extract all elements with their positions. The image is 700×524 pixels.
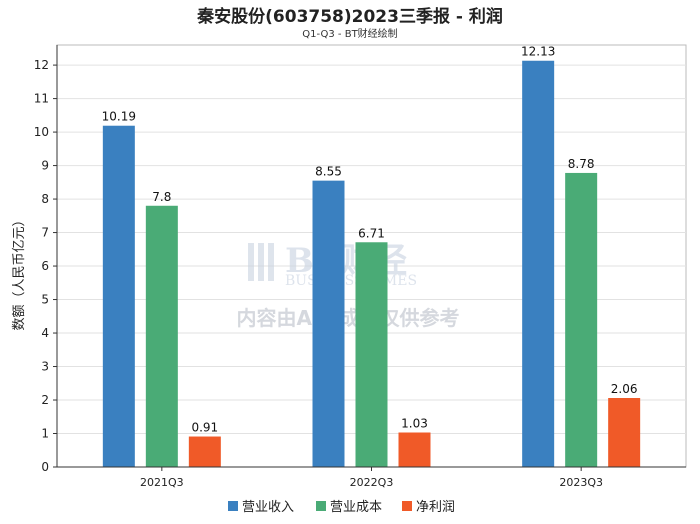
legend-entry: 营业收入: [242, 500, 294, 515]
y-tick-label: 8: [41, 192, 49, 206]
data-label: 12.13: [521, 45, 555, 59]
bar: [398, 432, 431, 467]
bar: [355, 242, 388, 467]
y-tick-label: 10: [34, 125, 49, 139]
bar: [188, 436, 221, 467]
bar: [145, 205, 178, 467]
data-label: 1.03: [401, 417, 428, 431]
y-axis-label: 数额（人民币亿元）: [12, 213, 27, 330]
y-tick-label: 4: [41, 326, 49, 340]
legend: 营业收入 营业成本 净利润: [228, 500, 455, 515]
chart-title: 秦安股份(603758)2023三季报 - 利润: [197, 6, 503, 27]
legend-swatch: [316, 501, 326, 511]
y-tick-label: 9: [41, 159, 49, 173]
y-tick-label: 7: [41, 226, 49, 240]
y-tick-label: 2: [41, 393, 49, 407]
data-label: 10.19: [102, 110, 136, 124]
x-tick-label: 2021Q3: [140, 476, 184, 489]
y-tick-label: 1: [41, 427, 49, 441]
y-tick-label: 12: [34, 58, 49, 72]
watermark-brand-sub: BUSINESS TIMES: [285, 273, 417, 289]
data-label: 8.55: [315, 165, 342, 179]
y-tick-label: 0: [41, 460, 49, 474]
legend-swatch: [402, 501, 412, 511]
bar: [608, 398, 641, 467]
watermark-notice: 内容由AI生成，仅供参考: [237, 306, 460, 330]
y-tick-label: 3: [41, 360, 49, 374]
y-tick-label: 11: [34, 92, 49, 106]
legend-swatch: [228, 501, 238, 511]
data-label: 7.8: [152, 190, 171, 204]
data-label: 8.78: [568, 157, 595, 171]
bt-logo-icon: [248, 243, 274, 281]
bars: 10.19 7.8 0.91 8.55 6.71 1.03 12.13 8.78 2.06: [102, 45, 641, 467]
data-label: 2.06: [611, 382, 638, 396]
data-label: 6.71: [358, 226, 385, 240]
chart-subtitle: Q1-Q3 - BT财经绘制: [302, 27, 397, 40]
x-tick-label: 2022Q3: [350, 476, 394, 489]
bar: [565, 172, 598, 467]
y-tick-label: 5: [41, 293, 49, 307]
bar: [522, 60, 555, 467]
bar: [102, 125, 135, 467]
legend-entry: 净利润: [416, 500, 455, 515]
y-tick-label: 6: [41, 259, 49, 273]
watermark: BT财经 BUSINESS TIMES 内容由AI生成，仅供参考: [237, 241, 460, 330]
bar: [312, 180, 345, 467]
legend-entry: 营业成本: [330, 500, 382, 515]
data-label: 0.91: [191, 421, 218, 435]
x-tick-label: 2023Q3: [559, 476, 603, 489]
